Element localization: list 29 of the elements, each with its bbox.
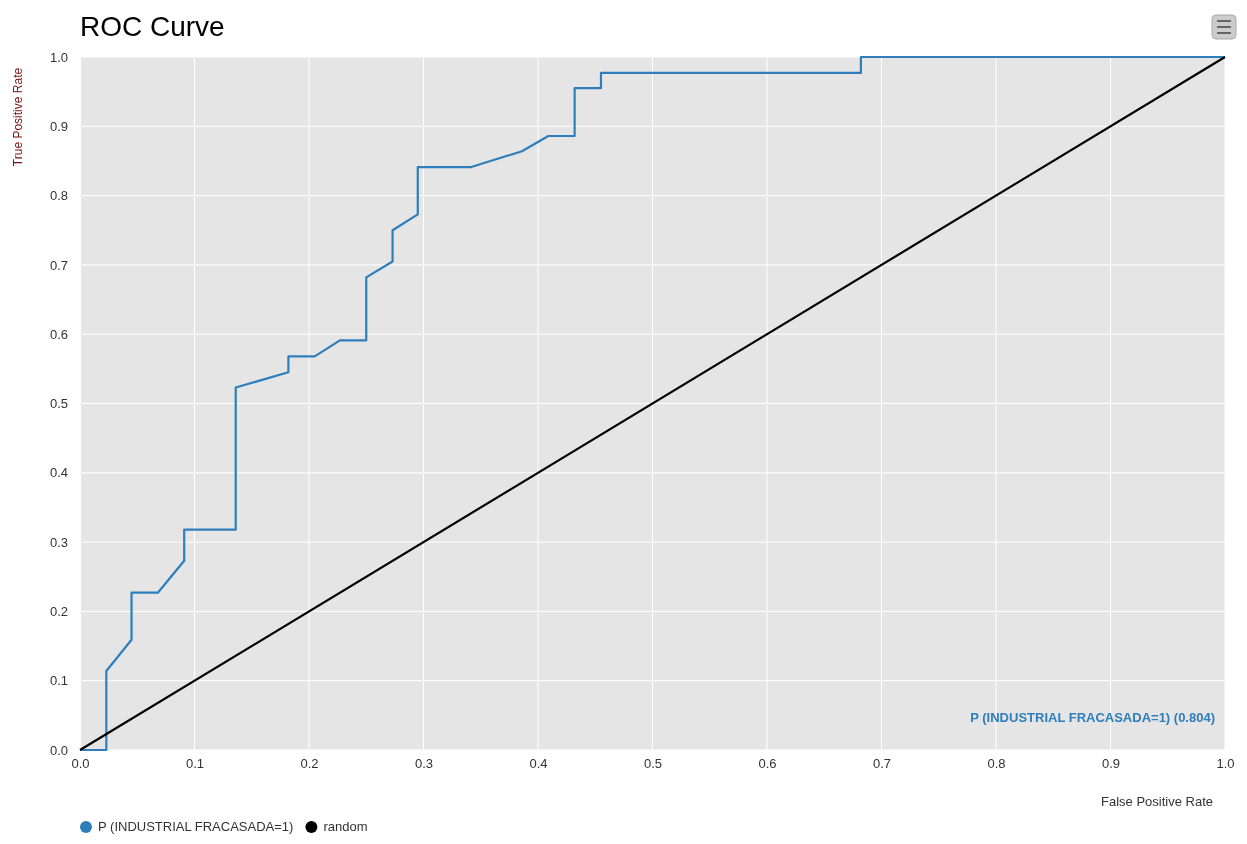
annotation: P (INDUSTRIAL FRACASADA=1) (0.804)	[970, 710, 1215, 725]
y-tick-label: 0.8	[49, 188, 68, 204]
x-tick-label: 0.9	[1101, 756, 1121, 772]
y-tick-label: 1.0	[49, 49, 68, 65]
line-series	[78, 55, 1227, 752]
x-tick-label: 1.0	[1216, 756, 1235, 772]
x-tick-label: 0.1	[185, 756, 205, 772]
x-tick-label: 0.6	[758, 756, 777, 772]
x-tick-label: 0.5	[643, 756, 663, 772]
y-tick-label: 0.6	[49, 326, 68, 342]
x-axis-title: False Positive Rate	[1101, 794, 1213, 809]
y-tick-label: 0.5	[49, 396, 68, 412]
y-tick-label: 0.9	[49, 118, 68, 134]
y-tick-label: 0.1	[49, 673, 68, 689]
y-tick-label: 0.3	[49, 534, 68, 550]
x-tick-label: 0.7	[872, 756, 892, 772]
y-tick-label: 0.7	[49, 257, 68, 273]
legend-label: random	[323, 819, 368, 834]
x-tick-label: 0.3	[414, 756, 434, 772]
y-tick-label: 0.4	[49, 465, 68, 481]
x-tick-label: 0.8	[987, 756, 1006, 772]
x-tick-label: 0.0	[71, 756, 90, 772]
chart-title: ROC Curve	[80, 11, 225, 42]
x-tick-label: 0.2	[300, 756, 319, 772]
y-tick-label: 0.0	[49, 742, 68, 758]
x-tick-label: 0.4	[529, 756, 548, 772]
legend-label: P (INDUSTRIAL FRACASADA=1)	[98, 819, 294, 834]
y-axis-title: True Positive Rate	[11, 67, 25, 167]
y-tick-label: 0.2	[49, 604, 68, 620]
